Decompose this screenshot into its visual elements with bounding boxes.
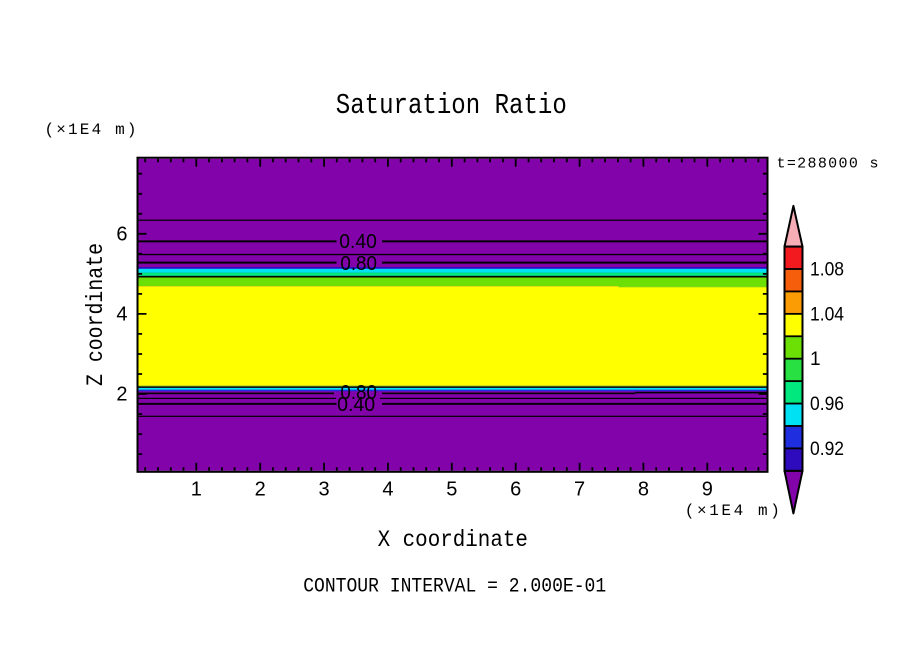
svg-text:3: 3 — [319, 478, 330, 500]
svg-text:1: 1 — [810, 349, 821, 370]
svg-text:1: 1 — [191, 478, 202, 500]
svg-text:4: 4 — [382, 478, 393, 500]
svg-text:1.04: 1.04 — [810, 304, 844, 325]
svg-text:Saturation Ratio: Saturation Ratio — [336, 89, 567, 122]
svg-text:4: 4 — [116, 304, 127, 326]
svg-text:1.08: 1.08 — [810, 260, 844, 281]
svg-text:8: 8 — [638, 478, 649, 500]
svg-text:7: 7 — [574, 478, 585, 500]
svg-text:0.92: 0.92 — [810, 439, 844, 460]
svg-text:0.40: 0.40 — [339, 231, 377, 253]
svg-text:0.80: 0.80 — [340, 253, 377, 275]
svg-text:CONTOUR INTERVAL = 2.000E-01: CONTOUR INTERVAL = 2.000E-01 — [303, 575, 606, 598]
svg-text:9: 9 — [702, 478, 713, 500]
svg-text:2: 2 — [116, 384, 127, 406]
svg-text:Z coordinate: Z coordinate — [83, 243, 109, 386]
svg-text:0.80: 0.80 — [340, 382, 377, 404]
svg-text:6: 6 — [510, 478, 521, 500]
svg-text:5: 5 — [446, 478, 457, 500]
svg-text:0.96: 0.96 — [810, 394, 844, 415]
svg-text:6: 6 — [116, 224, 127, 246]
svg-text:t=288000 s: t=288000 s — [777, 156, 879, 173]
svg-text:X coordinate: X coordinate — [378, 527, 528, 553]
svg-text:2: 2 — [255, 478, 266, 500]
svg-text:0.40: 0.40 — [337, 394, 375, 416]
